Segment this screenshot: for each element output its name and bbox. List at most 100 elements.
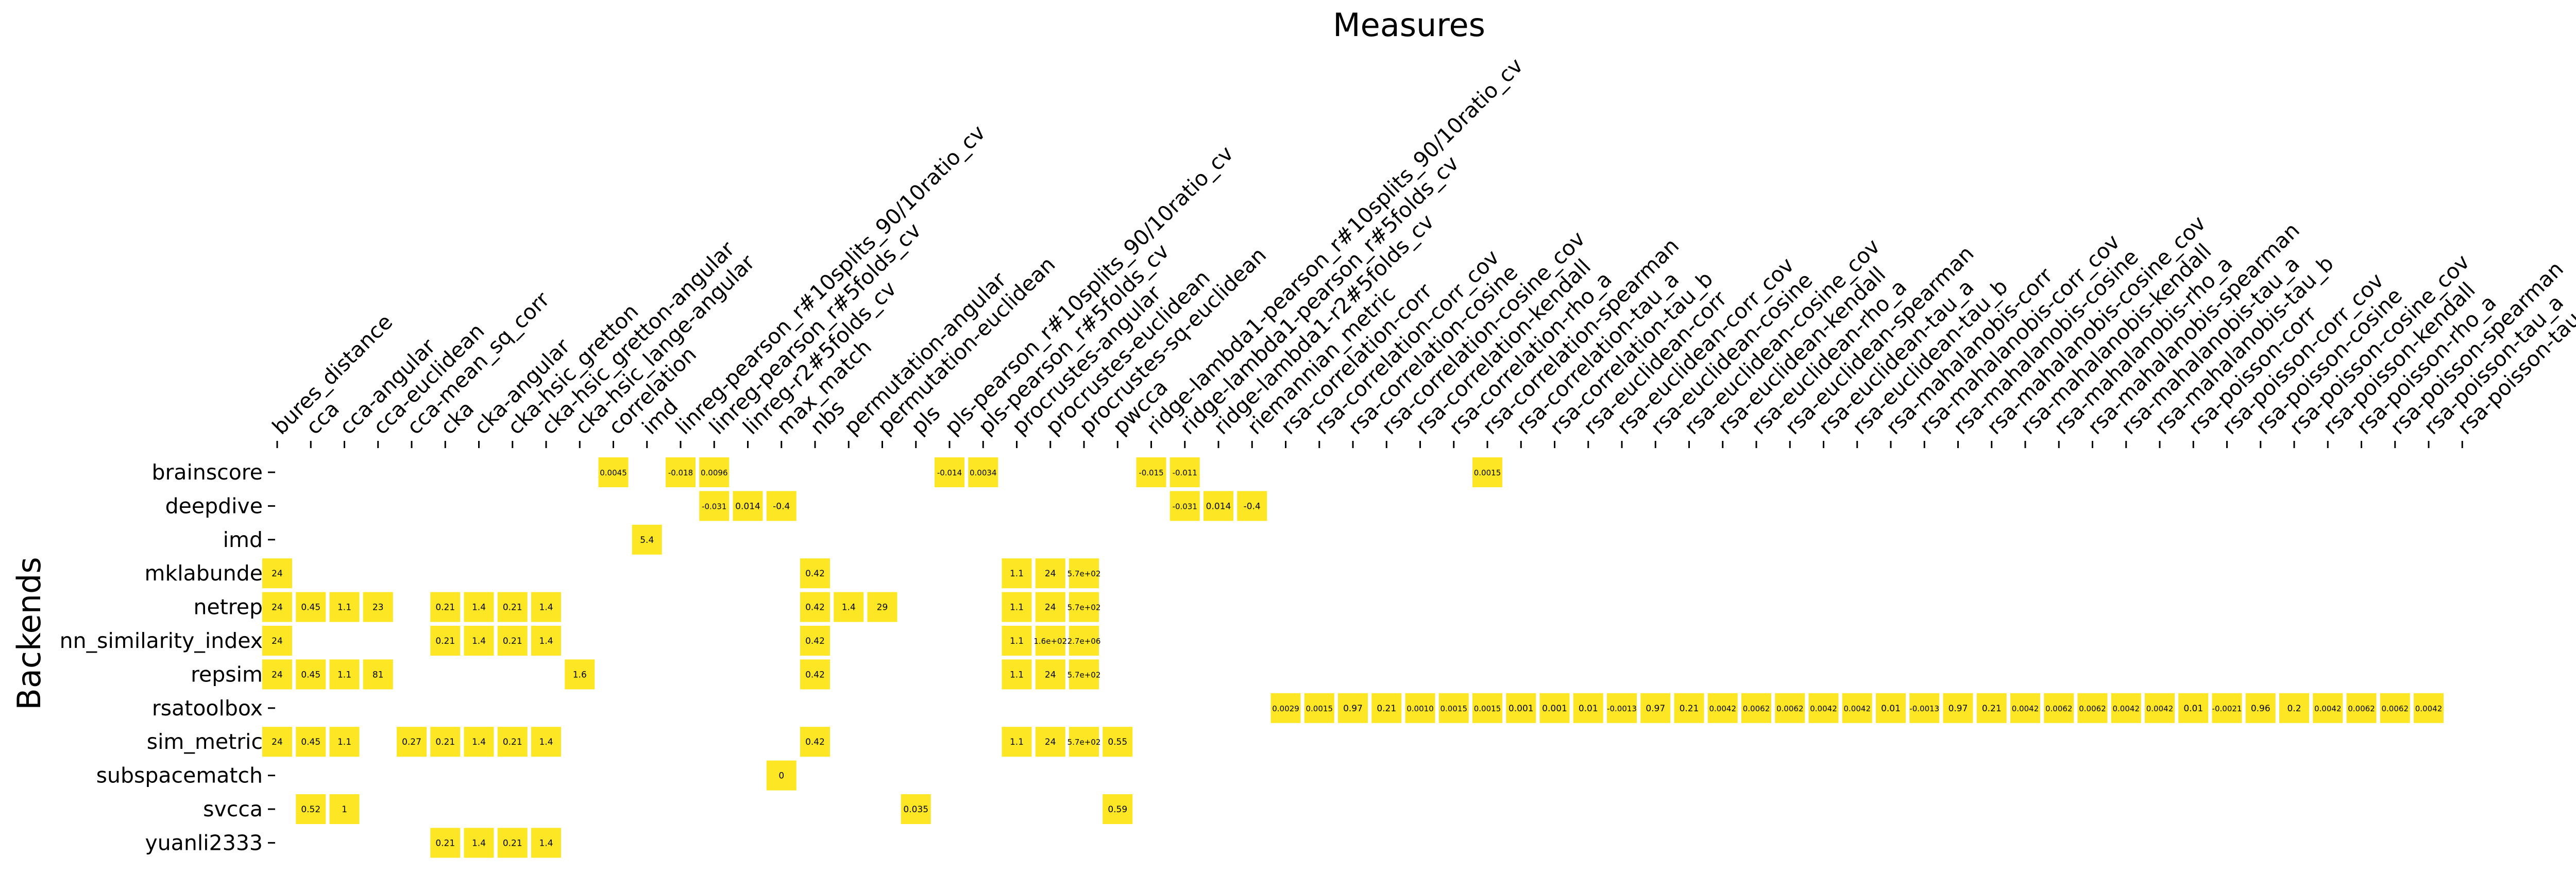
- heatmap-cell: [329, 794, 360, 824]
- cell-value-label: 0.014: [1206, 501, 1231, 511]
- heatmap-cell: [1506, 693, 1536, 723]
- cell-value-label: 0.21: [503, 603, 522, 613]
- cell-value-label: 0.0096: [701, 468, 728, 477]
- cell-value-label: 1.6: [573, 670, 587, 680]
- heatmap-cell: [2380, 693, 2410, 723]
- heatmap-cell: [1842, 693, 1872, 723]
- heatmap-cell: [464, 828, 494, 858]
- cell-value-label: 5.4: [640, 535, 654, 545]
- cell-value-label: -0.015: [1139, 468, 1163, 477]
- heatmap-cell: [2245, 693, 2276, 723]
- heatmap-cell: [262, 558, 292, 589]
- cell-value-label: 0.97: [1646, 704, 1665, 714]
- heatmap-cell: [2145, 693, 2175, 723]
- heatmap-cell: [800, 626, 830, 656]
- cell-value-label: 0.0042: [1810, 704, 1837, 713]
- y-tick-label: netrep: [194, 595, 263, 620]
- y-tick-label: repsim: [191, 662, 263, 687]
- heatmap-cell: [397, 727, 427, 757]
- heatmap-cell: [1270, 693, 1301, 723]
- heatmap-cell: [1808, 693, 1839, 723]
- heatmap-cell: [733, 491, 763, 521]
- cell-value-label: 0.0062: [2348, 704, 2375, 713]
- heatmap-cell: [2346, 693, 2377, 723]
- cell-value-label: 1.4: [539, 636, 553, 646]
- heatmap-cell: [262, 626, 292, 656]
- cell-value-label: -0.0013: [1607, 704, 1637, 713]
- heatmap-cell: [1539, 693, 1570, 723]
- heatmap-cell: [531, 828, 561, 858]
- heatmap-cell: [1943, 693, 1973, 723]
- x-axis: bures_distanceccacca-angularcca-euclidea…: [267, 53, 2576, 448]
- cell-value-label: -0.4: [773, 501, 790, 511]
- heatmap-cell: [1069, 626, 1099, 656]
- y-tick-label: subspacematch: [96, 763, 263, 788]
- cell-value-label: 29: [877, 603, 888, 613]
- heatmap-cell: [1640, 693, 1671, 723]
- heatmap-cell: [1002, 558, 1032, 589]
- y-tick-label: imd: [223, 527, 263, 552]
- cell-value-label: 0.01: [1881, 704, 1901, 714]
- heatmap-cell: [800, 558, 830, 589]
- cell-value-label: 0.52: [301, 804, 320, 815]
- cell-value-label: 81: [372, 670, 384, 680]
- heatmap-cell: [2212, 693, 2242, 723]
- cell-value-label: -0.031: [702, 502, 726, 511]
- cell-value-label: 24: [272, 670, 283, 680]
- heatmap-cell: [2414, 693, 2444, 723]
- heatmap-cell: [1002, 626, 1032, 656]
- cell-value-label: 0.0062: [2079, 704, 2106, 713]
- y-tick-label: sim_metric: [147, 729, 263, 754]
- heatmap-cell: [2178, 693, 2209, 723]
- cell-value-label: 24: [272, 603, 283, 613]
- cell-value-label: 0.96: [2251, 704, 2270, 714]
- cell-value-label: 0.21: [1680, 704, 1699, 714]
- heatmap-cell: [1002, 592, 1032, 622]
- heatmap-cell: [430, 592, 461, 622]
- heatmap-cell: [329, 659, 360, 690]
- cell-value-label: -0.014: [937, 468, 962, 477]
- heatmap-cell: [1237, 491, 1267, 521]
- heatmap-cell: [531, 626, 561, 656]
- heatmap-cell: [262, 727, 292, 757]
- cell-value-label: 0.42: [805, 569, 825, 579]
- cell-value-label: 24: [272, 636, 283, 646]
- cell-value-label: 24: [1045, 603, 1056, 613]
- heatmap-cell: [2010, 693, 2040, 723]
- heatmap-cell: [1607, 693, 1637, 723]
- heatmap-cell: [1674, 693, 1704, 723]
- cell-value-label: 0: [778, 771, 784, 781]
- cell-value-label: 0.0015: [1474, 468, 1501, 477]
- heatmap-cell: [363, 659, 393, 690]
- cell-value-label: 1.1: [1010, 636, 1024, 646]
- heatmap-cell: [1035, 659, 1065, 690]
- cell-value-label: 1.4: [539, 737, 553, 747]
- heatmap-cell: [1472, 457, 1502, 487]
- heatmap-cell: [296, 727, 326, 757]
- heatmap-cells: 0.0045 -0.018 0.0096 -0.014 0.0034 -0.015 -0.0…: [262, 457, 2444, 858]
- cell-value-label: 0.27: [402, 737, 421, 747]
- heatmap-cell: [632, 524, 662, 555]
- cell-value-label: 0.42: [805, 670, 825, 680]
- cell-value-label: 24: [272, 569, 283, 579]
- heatmap-cell: [1002, 659, 1032, 690]
- heatmap-cell: [2044, 693, 2074, 723]
- cell-value-label: 0.21: [503, 636, 522, 646]
- cell-value-label: 0.42: [805, 603, 825, 613]
- cell-value-label: 0.21: [1377, 704, 1396, 714]
- y-tick-label: svcca: [203, 797, 263, 821]
- cell-value-label: 0.45: [301, 603, 320, 613]
- heatmap-cell: [262, 659, 292, 690]
- y-tick-label: nn_similarity_index: [60, 628, 263, 653]
- heatmap-cell: [363, 592, 393, 622]
- cell-value-label: 0.97: [1948, 704, 1968, 714]
- heatmap-cell: [1304, 693, 1334, 723]
- cell-value-label: 1.4: [472, 636, 486, 646]
- heatmap-cell: [800, 727, 830, 757]
- cell-value-label: 0.21: [1982, 704, 2002, 714]
- cell-value-label: 0.0042: [2146, 704, 2174, 713]
- cell-value-label: 0.0042: [2314, 704, 2342, 713]
- cell-value-label: 0.0015: [1440, 704, 1468, 713]
- y-axis-title: Backends: [10, 557, 48, 710]
